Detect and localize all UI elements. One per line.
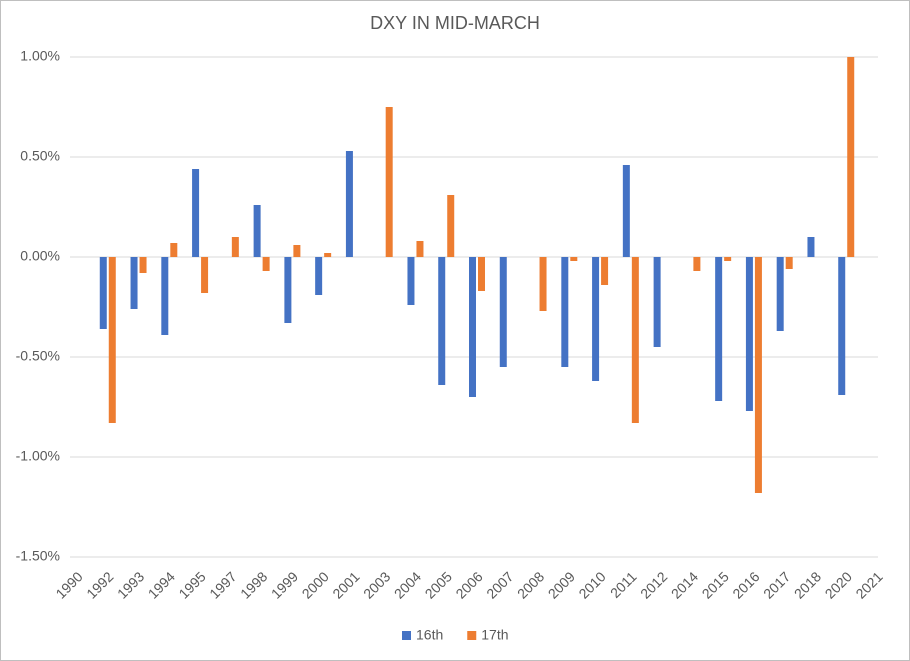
bar <box>201 257 209 293</box>
bar <box>499 257 507 367</box>
bar <box>293 245 301 257</box>
bar <box>631 257 639 423</box>
bar <box>592 257 600 381</box>
bar <box>192 169 200 257</box>
bar <box>161 257 169 335</box>
y-tick-label: 0.00% <box>20 248 60 264</box>
bar <box>231 237 239 257</box>
bar <box>324 253 332 257</box>
legend-label: 16th <box>416 627 443 643</box>
bar <box>724 257 732 261</box>
chart-title: DXY IN MID-MARCH <box>370 13 540 33</box>
y-tick-label: 1.00% <box>20 48 60 64</box>
bar <box>570 257 578 261</box>
bar <box>622 165 630 257</box>
y-tick-label: -1.50% <box>16 548 60 564</box>
bar <box>385 107 393 257</box>
bar <box>108 257 116 423</box>
bar <box>99 257 107 329</box>
bar <box>838 257 846 395</box>
bar <box>447 195 455 257</box>
bar <box>284 257 292 323</box>
bar <box>653 257 661 347</box>
bar <box>130 257 138 309</box>
bar <box>315 257 323 295</box>
bar <box>345 151 353 257</box>
y-tick-label: 0.50% <box>20 148 60 164</box>
bar <box>785 257 793 269</box>
bar <box>693 257 701 271</box>
bar <box>438 257 446 385</box>
bar <box>776 257 784 331</box>
bar <box>847 57 855 257</box>
bar <box>469 257 476 397</box>
legend-label: 17th <box>481 627 508 643</box>
y-tick-label: -1.00% <box>16 448 60 464</box>
bar <box>262 257 270 271</box>
bar <box>561 257 569 367</box>
bar <box>253 205 261 257</box>
bar <box>807 237 815 257</box>
bar <box>539 257 547 311</box>
bar <box>478 257 485 291</box>
bar <box>139 257 147 273</box>
legend-swatch <box>467 631 477 640</box>
bar <box>170 243 178 257</box>
bar <box>407 257 415 305</box>
bar <box>754 257 762 493</box>
bar <box>601 257 609 285</box>
bar <box>715 257 723 401</box>
legend-swatch <box>402 631 411 640</box>
bar <box>416 241 424 257</box>
bar <box>745 257 753 411</box>
y-tick-label: -0.50% <box>16 348 60 364</box>
